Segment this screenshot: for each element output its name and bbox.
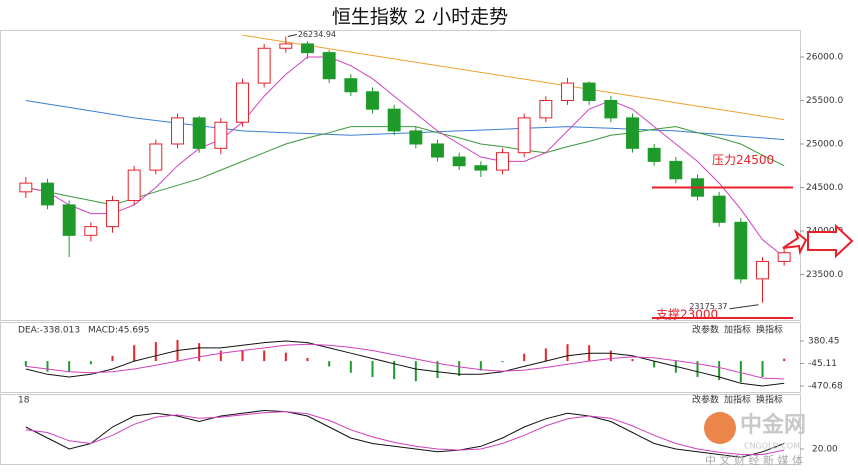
candle-body	[756, 260, 769, 280]
y-tick-label: -45.11	[808, 359, 837, 369]
candle-body	[647, 147, 661, 162]
candle-body	[279, 43, 293, 49]
moving-average	[25, 126, 785, 206]
candle-body	[734, 221, 748, 280]
candle-body	[41, 182, 54, 206]
y-tick-label: 20.00	[812, 445, 838, 455]
indicator-button: 改参数	[692, 394, 719, 406]
kdj-panel	[0, 394, 801, 465]
candle-body	[192, 117, 206, 149]
watermark-slogan: 中 文 财 经 新 媒 体	[705, 453, 803, 467]
indicator-button: 改参数	[692, 324, 719, 336]
candle-body	[669, 160, 683, 180]
watermark: 中金网 CNGOLD.COM 中 文 财 经 新 媒 体	[704, 412, 806, 467]
candle-body	[62, 204, 76, 236]
candle-body	[561, 82, 574, 101]
candle-body	[257, 47, 271, 84]
kdj-legend: 18	[18, 396, 30, 406]
indicator-button: 换指标	[756, 324, 783, 336]
candle-body	[127, 169, 141, 202]
y-tick-label: 380.45	[808, 336, 840, 346]
candle-body	[344, 78, 358, 93]
candle-body	[604, 99, 618, 119]
candle-body	[84, 226, 98, 236]
indicator-button: 加指标	[724, 324, 751, 336]
candle-body	[517, 117, 531, 154]
level-label: 支撑23000	[656, 307, 718, 322]
macd-legend: DEA:-338.013	[18, 326, 80, 336]
candle-body	[431, 143, 444, 158]
candle-body	[409, 130, 423, 145]
extreme-label: 23175.37	[689, 302, 727, 311]
candle-body	[474, 165, 488, 171]
candle-body	[19, 182, 33, 193]
candle-body	[539, 99, 553, 119]
chart-title: 恒生指数 2 小时走势	[332, 6, 508, 28]
y-tick-label: 26000.0	[806, 52, 843, 62]
candle-body	[171, 117, 184, 145]
macd-legend: MACD:45.695	[88, 326, 150, 336]
macd-panel	[0, 322, 801, 393]
moving-average	[25, 56, 785, 258]
candle-body	[626, 117, 639, 149]
d-line	[25, 411, 785, 455]
y-tick-label: 25500.0	[806, 96, 843, 106]
candle-body	[106, 200, 119, 228]
y-tick-label: -470.68	[808, 382, 843, 392]
candle-body	[236, 82, 249, 123]
arrow-up	[782, 229, 808, 256]
candle-body	[452, 156, 466, 167]
extreme-pointer	[287, 34, 297, 38]
main-panel	[0, 30, 801, 321]
watermark-logo	[704, 412, 736, 444]
watermark-text: 中金网	[740, 412, 806, 438]
extreme-label: 26234.94	[298, 30, 336, 39]
extreme-pointer	[729, 304, 759, 310]
indicator-button: 换指标	[756, 394, 783, 406]
candle-body	[496, 152, 509, 171]
candle-body	[387, 108, 401, 132]
moving-average	[25, 100, 785, 141]
watermark-url: CNGOLD.COM	[744, 442, 800, 451]
y-tick-label: 24500.0	[806, 183, 843, 193]
candle-body	[214, 121, 228, 149]
candle-body	[582, 82, 596, 101]
candle-body	[322, 52, 336, 80]
candle-body	[149, 143, 163, 171]
k-line	[25, 409, 785, 458]
indicator-button: 加指标	[724, 394, 751, 406]
arrow-right	[807, 223, 854, 259]
candle-body	[366, 91, 379, 110]
y-tick-label: 25000.0	[806, 139, 843, 149]
candle-body	[777, 252, 791, 262]
moving-average	[242, 34, 785, 121]
dif-line	[25, 340, 785, 387]
candle-body	[301, 43, 314, 54]
candle-body	[712, 195, 726, 223]
y-tick-label: 23500.0	[806, 270, 843, 280]
level-label: 压力24500	[712, 153, 774, 167]
dea-line	[25, 343, 785, 380]
